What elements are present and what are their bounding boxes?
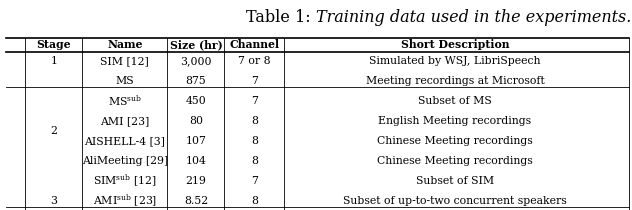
Text: 8: 8	[251, 156, 258, 166]
Text: 8: 8	[251, 116, 258, 126]
Text: Table 1:: Table 1:	[246, 9, 316, 26]
Text: 7: 7	[251, 176, 258, 186]
Text: Subset of SIM: Subset of SIM	[416, 176, 494, 186]
Text: 7: 7	[251, 76, 258, 86]
Text: 107: 107	[185, 136, 207, 146]
Text: 3: 3	[50, 196, 58, 206]
Text: Name: Name	[107, 39, 143, 50]
Text: AISHELL-4 [3]: AISHELL-4 [3]	[85, 136, 165, 146]
Text: SIM [12]: SIM [12]	[100, 56, 149, 66]
Text: AMI$^{\mathregular{sub}}$ [23]: AMI$^{\mathregular{sub}}$ [23]	[93, 193, 157, 209]
Text: 450: 450	[186, 96, 206, 106]
Text: Training data used in the experiments.: Training data used in the experiments.	[316, 9, 631, 26]
Text: 7 or 8: 7 or 8	[238, 56, 270, 66]
Text: Short Description: Short Description	[401, 39, 509, 50]
Text: Subset of MS: Subset of MS	[418, 96, 492, 106]
Text: 80: 80	[189, 116, 203, 126]
Text: Stage: Stage	[37, 39, 71, 50]
Text: 875: 875	[186, 76, 206, 86]
Text: 3,000: 3,000	[180, 56, 212, 66]
Text: 8: 8	[251, 136, 258, 146]
Text: MS: MS	[116, 76, 134, 86]
Text: AliMeeting [29]: AliMeeting [29]	[82, 156, 168, 166]
Text: Meeting recordings at Microsoft: Meeting recordings at Microsoft	[366, 76, 544, 86]
Text: Simulated by WSJ, LibriSpeech: Simulated by WSJ, LibriSpeech	[369, 56, 541, 66]
Text: SIM$^{\mathregular{sub}}$ [12]: SIM$^{\mathregular{sub}}$ [12]	[93, 173, 157, 189]
Text: English Meeting recordings: English Meeting recordings	[379, 116, 532, 126]
Text: 8.52: 8.52	[184, 196, 208, 206]
Text: MS$^{\mathregular{sub}}$: MS$^{\mathregular{sub}}$	[108, 94, 142, 108]
Text: AMI [23]: AMI [23]	[100, 116, 149, 126]
Text: 219: 219	[185, 176, 207, 186]
Text: Chinese Meeting recordings: Chinese Meeting recordings	[377, 136, 533, 146]
Text: 1: 1	[50, 56, 58, 66]
Text: 2: 2	[50, 126, 58, 136]
Text: Channel: Channel	[229, 39, 279, 50]
Text: Size (hr): Size (hr)	[169, 39, 222, 50]
Text: 8: 8	[251, 196, 258, 206]
Text: Subset of up-to-two concurrent speakers: Subset of up-to-two concurrent speakers	[343, 196, 567, 206]
Text: 7: 7	[251, 96, 258, 106]
Text: 104: 104	[185, 156, 207, 166]
Text: Chinese Meeting recordings: Chinese Meeting recordings	[377, 156, 533, 166]
